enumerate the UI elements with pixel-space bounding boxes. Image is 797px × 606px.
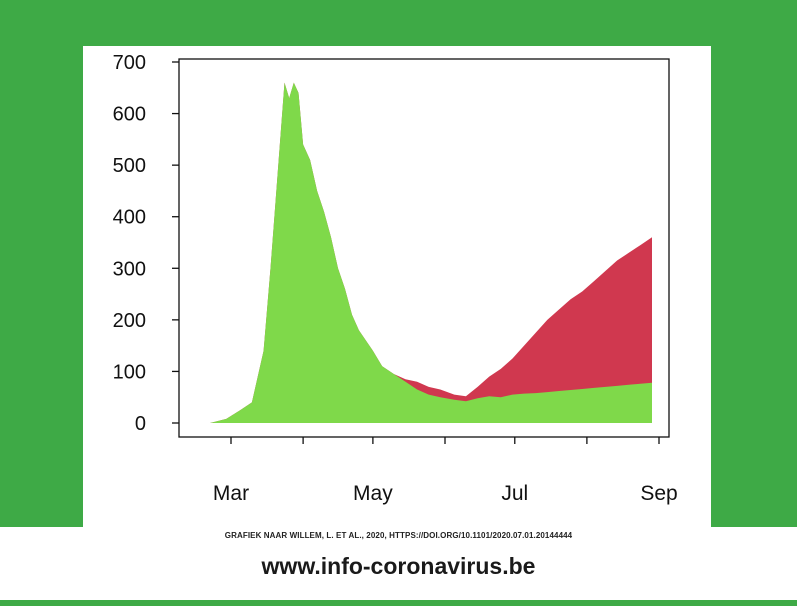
x-tick-label-may: May xyxy=(353,482,393,505)
y-tick-label-600: 600 xyxy=(113,104,146,126)
green-band-left xyxy=(0,0,83,527)
green-band-right xyxy=(711,0,797,527)
y-tick-label-100: 100 xyxy=(113,361,146,383)
y-tick-label-700: 700 xyxy=(113,52,146,74)
chart-card: 0 100 200 300 400 500 600 700 Mar May Jul Sep xyxy=(83,46,711,527)
x-tick-label-sep: Sep xyxy=(640,482,677,505)
website-url[interactable]: www.info-coronavirus.be xyxy=(261,553,536,579)
plot-frame xyxy=(178,58,670,438)
y-tick-label-400: 400 xyxy=(113,207,146,229)
chart: 0 100 200 300 400 500 600 700 Mar May Jul Sep xyxy=(113,52,678,505)
green-band-bottom xyxy=(0,600,797,606)
y-tick-label-200: 200 xyxy=(113,310,146,332)
x-tick-label-jul: Jul xyxy=(501,482,528,505)
green-band-top xyxy=(0,0,797,46)
x-tick-label-mar: Mar xyxy=(213,482,249,505)
area-series-1 xyxy=(210,82,652,423)
y-tick-label-300: 300 xyxy=(113,258,146,280)
source-note: GRAFIEK NAAR WILLEM, L. ET AL., 2020, HT… xyxy=(224,531,573,540)
y-tick-label-0: 0 xyxy=(135,413,146,435)
y-tick-label-500: 500 xyxy=(113,155,146,177)
